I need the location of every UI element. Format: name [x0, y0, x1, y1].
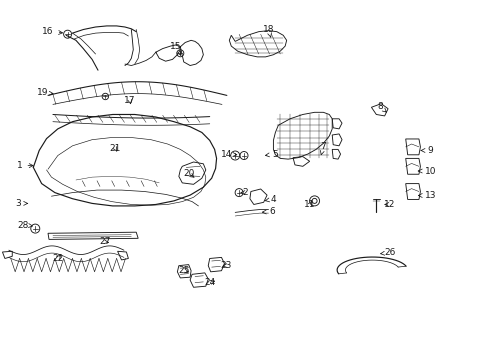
Text: 6: 6: [262, 207, 275, 216]
Text: 18: 18: [263, 25, 274, 37]
Text: 9: 9: [421, 146, 433, 155]
Text: 12: 12: [384, 200, 395, 209]
Text: 20: 20: [183, 169, 195, 178]
Text: 28: 28: [18, 220, 32, 230]
Text: 22: 22: [52, 254, 63, 263]
Text: 26: 26: [381, 248, 395, 257]
Text: 13: 13: [418, 191, 437, 200]
Text: 16: 16: [42, 27, 63, 36]
Text: 17: 17: [124, 95, 136, 104]
Text: 23: 23: [220, 261, 232, 270]
Text: 11: 11: [304, 200, 316, 209]
Text: 5: 5: [266, 150, 278, 158]
Text: 21: 21: [109, 144, 121, 153]
Text: 3: 3: [16, 199, 27, 208]
Text: 15: 15: [170, 42, 181, 55]
Text: 27: 27: [99, 238, 111, 247]
Text: 19: 19: [37, 88, 53, 97]
Text: 25: 25: [178, 266, 190, 275]
Text: 10: 10: [418, 166, 436, 175]
Text: 2: 2: [241, 188, 248, 197]
Text: 8: 8: [377, 102, 387, 112]
Text: 7: 7: [320, 142, 326, 155]
Text: 1: 1: [17, 161, 33, 170]
Text: 14: 14: [221, 150, 237, 158]
Text: 4: 4: [265, 194, 276, 204]
Text: 24: 24: [204, 278, 215, 287]
